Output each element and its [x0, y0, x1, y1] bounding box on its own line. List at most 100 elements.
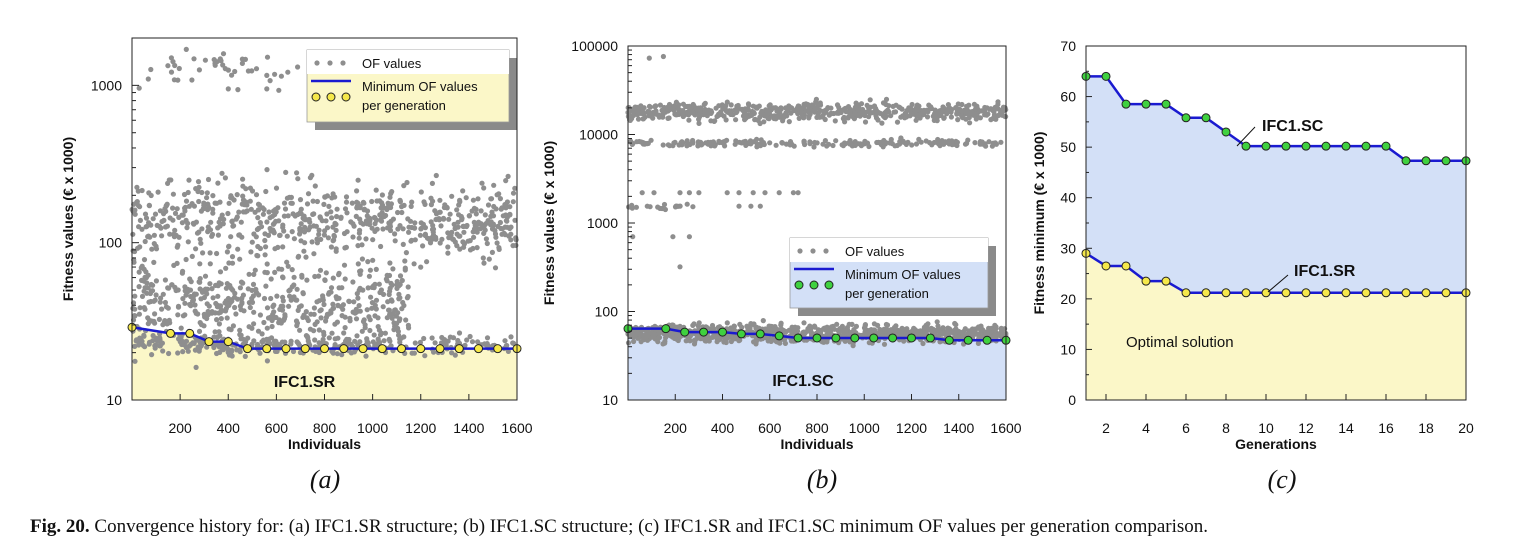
scatter-point — [913, 141, 920, 147]
scatter-point — [146, 341, 152, 347]
scatter-point — [139, 338, 145, 344]
scatter-point — [264, 72, 270, 78]
scatter-point — [445, 244, 451, 250]
scatter-point — [684, 103, 691, 110]
scatter-point — [235, 87, 241, 93]
x-tick-label: 12 — [1298, 420, 1314, 436]
minimum-of-marker — [661, 324, 671, 334]
scatter-point — [657, 102, 664, 108]
scatter-point — [714, 339, 720, 345]
scatter-point — [215, 180, 221, 186]
scatter-point — [728, 102, 734, 108]
scatter-point — [661, 201, 668, 208]
scatter-point — [166, 350, 172, 357]
scatter-point — [311, 251, 317, 257]
scatter-point — [984, 329, 990, 335]
scatter-point — [744, 323, 750, 329]
scatter-point — [179, 212, 185, 218]
scatter-point — [892, 329, 898, 335]
scatter-point — [178, 325, 184, 331]
scatter-point — [294, 286, 300, 292]
scatter-point — [318, 307, 324, 313]
scatter-point — [271, 221, 277, 227]
minimum-of-marker — [320, 344, 329, 354]
scatter-point — [457, 246, 463, 252]
scatter-point — [259, 339, 266, 345]
scatter-point — [157, 343, 163, 349]
series-marker — [1261, 288, 1271, 298]
scatter-point — [151, 241, 157, 247]
scatter-point — [446, 235, 452, 241]
scatter-point — [359, 328, 365, 334]
scatter-point — [633, 204, 640, 210]
x-tick-label: 400 — [711, 420, 735, 436]
scatter-point — [272, 71, 278, 77]
scatter-point — [812, 107, 818, 113]
scatter-point — [217, 304, 223, 310]
scatter-point — [136, 342, 142, 348]
scatter-point — [362, 325, 368, 331]
y-tick-label: 0 — [1068, 392, 1076, 408]
scatter-point — [323, 314, 329, 320]
scatter-point — [205, 228, 211, 234]
scatter-point — [261, 295, 268, 302]
scatter-point — [242, 56, 248, 63]
scatter-point — [163, 202, 170, 209]
scatter-point — [285, 213, 291, 219]
scatter-point — [320, 297, 326, 303]
scatter-point — [1000, 108, 1006, 114]
series-marker — [1281, 141, 1291, 151]
minimum-of-marker — [204, 337, 214, 347]
scatter-point — [921, 107, 927, 113]
scatter-point — [428, 235, 434, 241]
scatter-point — [397, 281, 403, 288]
scatter-point — [403, 250, 409, 256]
scatter-point — [343, 199, 350, 205]
scatter-point — [902, 111, 909, 118]
scatter-point — [476, 219, 482, 225]
scatter-point — [652, 104, 658, 110]
scatter-point — [237, 256, 243, 262]
scatter-point — [307, 326, 313, 332]
scatter-point — [180, 268, 186, 274]
scatter-point — [326, 335, 332, 341]
scatter-point — [421, 335, 427, 342]
scatter-point — [491, 203, 497, 210]
scatter-point — [366, 273, 372, 279]
scatter-point — [361, 207, 367, 213]
scatter-point — [651, 331, 657, 337]
series-marker — [1281, 288, 1291, 298]
scatter-point — [228, 193, 234, 199]
scatter-point — [406, 229, 412, 235]
scatter-point — [297, 226, 304, 232]
scatter-point — [368, 294, 374, 300]
scatter-point — [272, 207, 278, 213]
y-tick-label: 50 — [1060, 139, 1076, 155]
scatter-point — [273, 185, 280, 191]
scatter-point — [275, 244, 281, 250]
scatter-point — [356, 303, 362, 309]
scatter-point — [146, 220, 152, 226]
scatter-point — [406, 224, 412, 230]
legend-point-marker — [341, 92, 351, 102]
scatter-point — [671, 103, 677, 109]
minimum-of-marker — [793, 333, 803, 343]
scatter-point — [659, 107, 665, 113]
scatter-point — [334, 296, 340, 302]
minimum-of-marker — [474, 344, 483, 354]
scatter-point — [223, 308, 229, 314]
series-marker — [1381, 141, 1391, 151]
scatter-point — [828, 105, 834, 111]
series-marker — [1361, 141, 1371, 151]
scatter-point — [330, 350, 336, 356]
scatter-point — [145, 76, 151, 82]
scatter-point — [505, 348, 511, 354]
scatter-point — [647, 104, 654, 110]
scatter-point — [482, 212, 488, 218]
scatter-point — [460, 188, 466, 194]
scatter-point — [134, 199, 140, 205]
scatter-point — [264, 54, 271, 60]
scatter-point — [631, 338, 637, 345]
scatter-point — [215, 334, 221, 340]
scatter-point — [404, 295, 410, 301]
